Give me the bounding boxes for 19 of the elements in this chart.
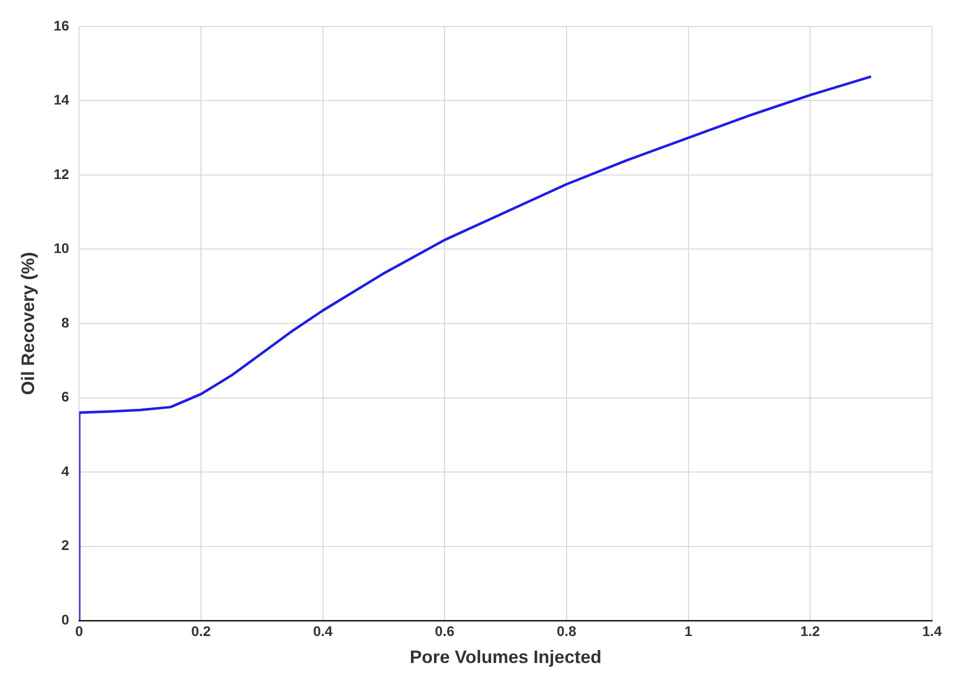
y-tick-label: 2 [61, 537, 70, 554]
y-tick-label: 8 [61, 314, 70, 330]
y-tick-label: 6 [61, 388, 70, 405]
y-tick-label: 12 [54, 166, 70, 182]
x-tick-label: 1 [684, 622, 692, 639]
x-tick-label: 1.2 [800, 622, 820, 639]
y-tick-label: 10 [54, 240, 70, 256]
x-tick-label: 1.4 [922, 622, 942, 639]
y-tick-label: 14 [54, 92, 70, 108]
x-tick-label: 0.8 [556, 622, 576, 639]
x-axis-title: Pore Volumes Injected [410, 647, 602, 668]
y-tick-label: 0 [61, 611, 70, 628]
y-tick-label: 16 [54, 17, 70, 34]
y-tick-label: 4 [61, 462, 70, 479]
x-tick-label: 0.6 [434, 622, 455, 639]
x-tick-label: 0 [75, 622, 84, 639]
y-axis-title: Oil Recovery (%) [18, 252, 38, 396]
x-tick-label: 0.4 [313, 622, 333, 639]
x-tick-label: 0.2 [191, 622, 211, 639]
